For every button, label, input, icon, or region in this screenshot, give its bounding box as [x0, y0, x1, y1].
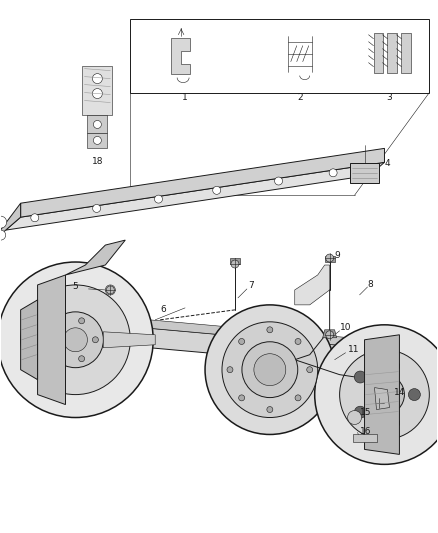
Circle shape: [106, 285, 115, 295]
Polygon shape: [171, 38, 190, 74]
Circle shape: [21, 285, 130, 394]
Circle shape: [326, 254, 334, 262]
Polygon shape: [66, 240, 125, 275]
Circle shape: [388, 417, 400, 429]
Polygon shape: [56, 312, 395, 350]
Circle shape: [314, 325, 438, 464]
Circle shape: [307, 367, 313, 373]
Text: 7: 7: [248, 281, 254, 290]
Circle shape: [106, 286, 114, 294]
Polygon shape: [323, 330, 337, 338]
Text: 10: 10: [339, 324, 351, 332]
Circle shape: [31, 214, 39, 222]
Polygon shape: [38, 275, 66, 405]
Polygon shape: [6, 163, 385, 230]
Text: 8: 8: [367, 280, 373, 289]
Circle shape: [348, 410, 361, 424]
Circle shape: [0, 230, 6, 240]
Circle shape: [222, 322, 318, 417]
Polygon shape: [82, 66, 112, 116]
Circle shape: [231, 260, 239, 268]
Polygon shape: [353, 434, 378, 442]
Circle shape: [295, 395, 301, 401]
Polygon shape: [388, 33, 397, 72]
Circle shape: [364, 375, 404, 415]
Circle shape: [0, 262, 153, 417]
Circle shape: [242, 342, 298, 398]
Text: 14: 14: [395, 388, 406, 397]
Circle shape: [267, 327, 273, 333]
Circle shape: [205, 305, 335, 434]
Polygon shape: [374, 387, 389, 409]
Polygon shape: [0, 203, 21, 243]
Text: 11: 11: [348, 345, 359, 354]
Circle shape: [93, 136, 101, 144]
Polygon shape: [88, 116, 107, 133]
Circle shape: [267, 407, 273, 413]
Circle shape: [326, 331, 334, 339]
Circle shape: [79, 356, 85, 362]
Text: 3: 3: [387, 93, 392, 102]
Circle shape: [155, 195, 162, 203]
Circle shape: [329, 169, 337, 177]
Circle shape: [339, 350, 429, 439]
Circle shape: [57, 349, 62, 354]
Text: 18: 18: [92, 157, 103, 166]
Polygon shape: [401, 33, 411, 72]
Polygon shape: [350, 163, 379, 183]
Circle shape: [254, 354, 286, 385]
Circle shape: [227, 367, 233, 373]
Text: 15: 15: [360, 408, 371, 417]
Circle shape: [92, 88, 102, 99]
Circle shape: [57, 325, 62, 331]
Circle shape: [92, 74, 102, 84]
Circle shape: [0, 216, 7, 228]
Circle shape: [79, 318, 85, 324]
Circle shape: [93, 120, 101, 128]
Polygon shape: [374, 33, 384, 72]
Polygon shape: [230, 258, 240, 264]
Circle shape: [239, 338, 245, 344]
Text: 5: 5: [72, 282, 78, 292]
Polygon shape: [325, 256, 335, 262]
Polygon shape: [56, 320, 395, 370]
Polygon shape: [21, 300, 38, 379]
Circle shape: [213, 187, 221, 195]
Circle shape: [295, 338, 301, 344]
Circle shape: [408, 389, 420, 401]
Polygon shape: [88, 133, 107, 148]
Circle shape: [48, 312, 103, 368]
Text: 9: 9: [335, 251, 340, 260]
Text: 1: 1: [182, 93, 188, 102]
Text: 4: 4: [385, 159, 390, 168]
Polygon shape: [103, 332, 155, 348]
Text: 6: 6: [160, 305, 166, 314]
Circle shape: [239, 395, 245, 401]
Circle shape: [354, 371, 366, 383]
Text: 2: 2: [297, 93, 303, 102]
Circle shape: [275, 177, 283, 185]
Circle shape: [354, 406, 366, 418]
Polygon shape: [364, 335, 399, 455]
Circle shape: [388, 360, 400, 372]
Circle shape: [93, 205, 101, 213]
Polygon shape: [295, 265, 330, 305]
Polygon shape: [21, 148, 385, 217]
Text: 16: 16: [360, 427, 371, 436]
Bar: [130, 19, 429, 93]
Circle shape: [92, 337, 99, 343]
Circle shape: [64, 328, 88, 352]
Circle shape: [375, 399, 384, 407]
